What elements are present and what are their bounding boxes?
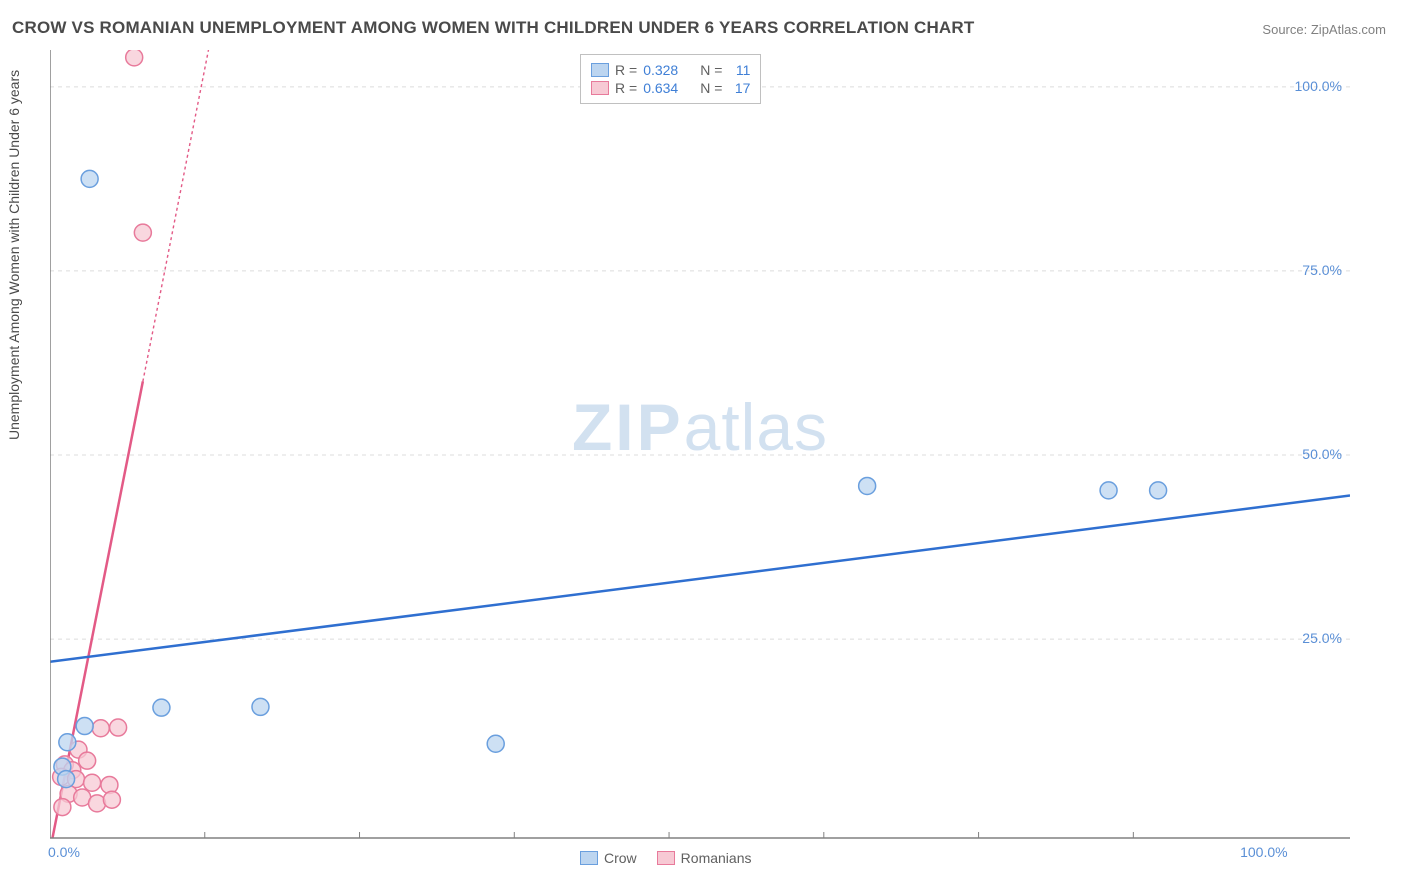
- series-legend: Crow Romanians: [580, 848, 752, 868]
- legend-series-label: Crow: [604, 850, 637, 866]
- legend-n-label: N =: [700, 62, 722, 78]
- legend-n-value: 11: [728, 62, 750, 78]
- legend-n-label: N =: [700, 80, 722, 96]
- legend-r-label: R =: [615, 62, 637, 78]
- legend-swatch: [591, 63, 609, 77]
- legend-n-value: 17: [728, 80, 750, 96]
- y-axis-label: Unemployment Among Women with Children U…: [6, 70, 22, 440]
- legend-swatch: [591, 81, 609, 95]
- legend-r-value: 0.634: [643, 80, 678, 96]
- correlation-legend: R = 0.328 N = 11 R = 0.634 N = 17: [580, 54, 761, 104]
- legend-swatch: [657, 851, 675, 865]
- y-tick-label: 50.0%: [1302, 446, 1342, 462]
- x-tick-label: 0.0%: [48, 844, 80, 860]
- y-tick-label: 75.0%: [1302, 262, 1342, 278]
- legend-series-item: Crow: [580, 850, 637, 866]
- legend-series-label: Romanians: [681, 850, 752, 866]
- source-attribution: Source: ZipAtlas.com: [1262, 22, 1386, 37]
- x-tick-label: 100.0%: [1240, 844, 1287, 860]
- y-tick-label: 25.0%: [1302, 630, 1342, 646]
- legend-series-item: Romanians: [657, 850, 752, 866]
- legend-swatch: [580, 851, 598, 865]
- legend-correlation-row: R = 0.328 N = 11: [591, 62, 750, 78]
- source-link[interactable]: ZipAtlas.com: [1311, 22, 1386, 37]
- legend-r-value: 0.328: [643, 62, 678, 78]
- chart-svg: [50, 50, 1350, 870]
- chart-plot-area: ZIPatlas R =0.328N =11R =0.634N =17 Crow…: [50, 50, 1350, 870]
- y-tick-label: 100.0%: [1295, 78, 1342, 94]
- legend-correlation-row: R = 0.634 N = 17: [591, 80, 750, 96]
- legend-r-label: R =: [615, 80, 637, 96]
- chart-title: CROW VS ROMANIAN UNEMPLOYMENT AMONG WOME…: [12, 18, 974, 38]
- source-label: Source:: [1262, 22, 1307, 37]
